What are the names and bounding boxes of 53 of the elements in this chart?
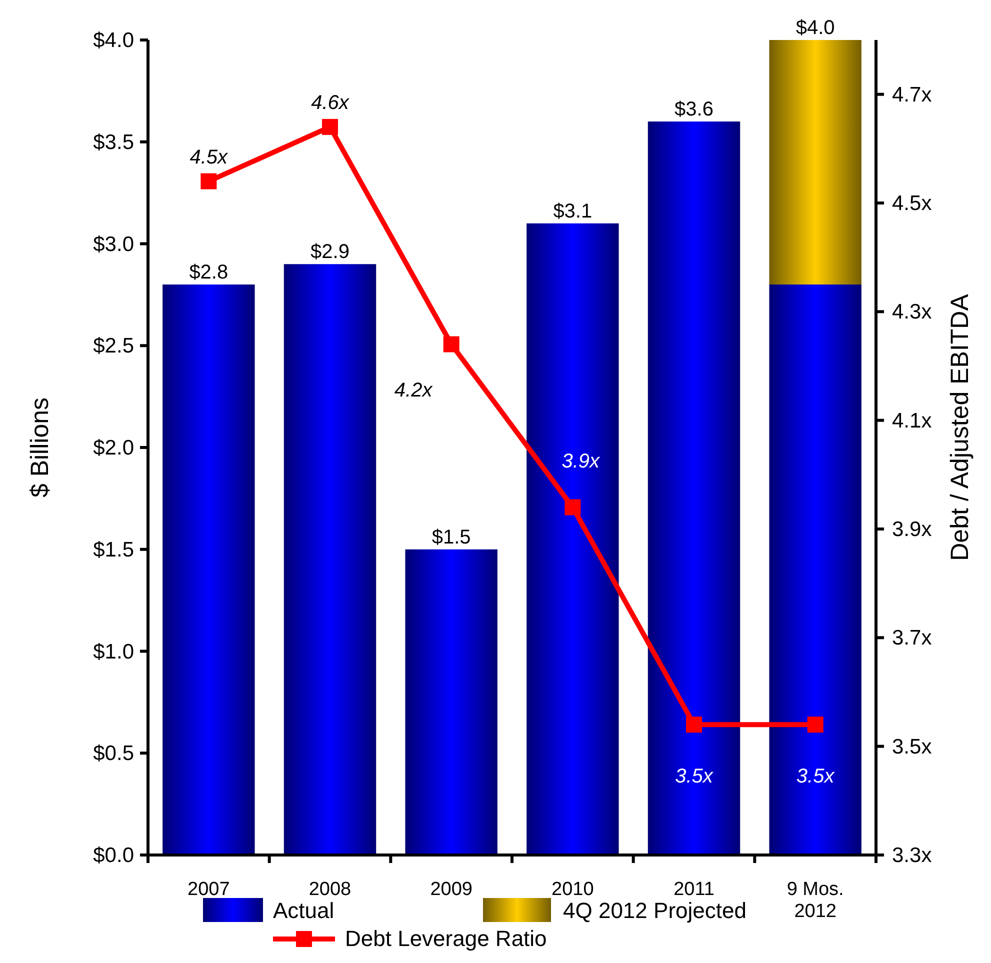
x-tick-label: 2007 [188, 879, 230, 900]
total-label: $1.5 [432, 526, 471, 548]
bar [162, 284, 255, 855]
legend-label: Debt Leverage Ratio [345, 926, 547, 951]
bar [526, 223, 619, 855]
bar [284, 264, 376, 855]
y-tick-label: $0.5 [93, 742, 134, 766]
y-tick-label: $1.5 [93, 538, 134, 562]
bar [769, 284, 862, 855]
data-label: 4.6x [311, 92, 350, 114]
y2-tick-label: 3.5x [892, 735, 932, 758]
total-label: $3.1 [553, 200, 592, 222]
y2-tick-label: 3.9x [892, 518, 932, 541]
total-label: $3.6 [674, 98, 714, 120]
total-label: $2.9 [310, 241, 350, 264]
y-tick-label: $3.5 [93, 130, 134, 154]
y2-tick-label: 3.7x [892, 626, 932, 650]
y2-tick-label: 4.1x [892, 409, 932, 432]
point [200, 173, 217, 190]
data-label: 3.9x [562, 450, 601, 472]
y2-axis-title: Debt / Adjusted EBITDA [946, 294, 974, 561]
bar [648, 122, 740, 855]
y-tick-label: $1.0 [93, 640, 134, 664]
x-tick-label: 2010 [552, 879, 594, 900]
x-tick-label: 2009 [430, 879, 472, 900]
x-tick-label: 2008 [308, 879, 352, 900]
y2-tick-label: 4.5x [892, 192, 932, 215]
bar [405, 549, 498, 855]
y2-tick-label: 3.3x [892, 844, 932, 867]
y-axis-title: $ Billions [26, 397, 54, 498]
point [564, 499, 581, 516]
total-label: $4.0 [796, 17, 835, 39]
point [443, 336, 460, 352]
y2-tick-label: 4.3x [892, 300, 932, 324]
bar [769, 40, 862, 284]
data-label: 4.2x [394, 379, 434, 402]
point [807, 716, 824, 733]
total-label: $2.8 [189, 262, 228, 284]
legend-label: Actual [273, 898, 334, 923]
x-tick-label: 9 Mos. 2012 [786, 879, 844, 922]
data-label: 3.5x [796, 766, 836, 788]
point [322, 118, 338, 135]
y2-tick-label: 4.7x [892, 83, 932, 106]
point [686, 716, 702, 733]
y-tick-label: $3.0 [93, 232, 134, 256]
data-label: 4.5x [190, 146, 229, 168]
x-tick-label: 2011 [674, 879, 714, 900]
y-tick-label: $0.0 [93, 844, 134, 867]
y-tick-label: $4.0 [93, 29, 134, 52]
data-label: 3.5x [675, 766, 714, 788]
y-tick-label: $2.0 [93, 436, 134, 460]
legend-label: 4Q 2012 Projected [563, 898, 746, 923]
y-tick-label: $2.5 [93, 334, 134, 358]
